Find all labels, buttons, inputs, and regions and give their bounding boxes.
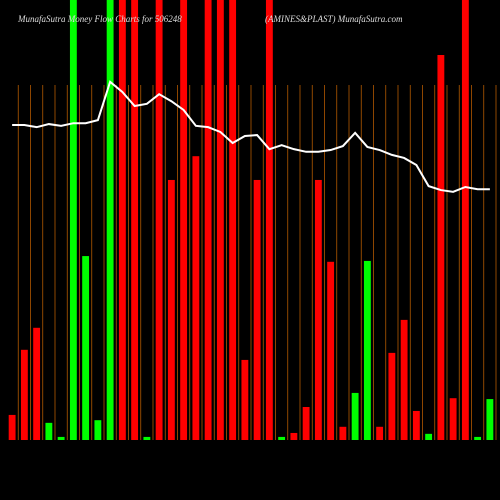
bar [57,436,65,440]
bar [204,0,212,440]
bar [143,436,151,440]
bar [302,407,310,440]
bar [290,432,298,440]
bar [412,410,420,440]
bar [461,0,469,440]
bar [327,261,335,440]
bar [33,327,41,440]
bar [376,426,384,440]
bar [192,156,200,440]
bar [265,0,273,440]
bar [253,179,261,440]
bar [94,420,102,440]
bar [69,0,77,440]
bar [216,0,224,440]
bar [82,256,90,440]
bar [20,349,28,440]
bar [449,398,457,440]
bar [241,359,249,440]
bar [167,179,175,440]
price-line [12,80,490,193]
bar [229,0,237,440]
bar [155,0,163,440]
bar [45,422,53,440]
bar [118,0,126,440]
bar [400,319,408,440]
bar [388,352,396,440]
bar [363,260,371,440]
bar [339,426,347,440]
bar [486,399,494,440]
bar [474,436,482,440]
chart-title: MunafaSutra Money Flow Charts for 506248 [17,14,182,24]
bar [8,414,16,440]
bar [351,392,359,440]
bar [314,179,322,440]
bar [106,0,114,440]
bar [425,433,433,440]
plot [8,0,497,440]
chart-subtitle: (AMINES&PLAST) MunafaSutra.com [265,14,403,24]
bar [180,0,188,440]
bar [131,0,139,440]
bar [278,436,286,440]
bar [437,55,445,440]
